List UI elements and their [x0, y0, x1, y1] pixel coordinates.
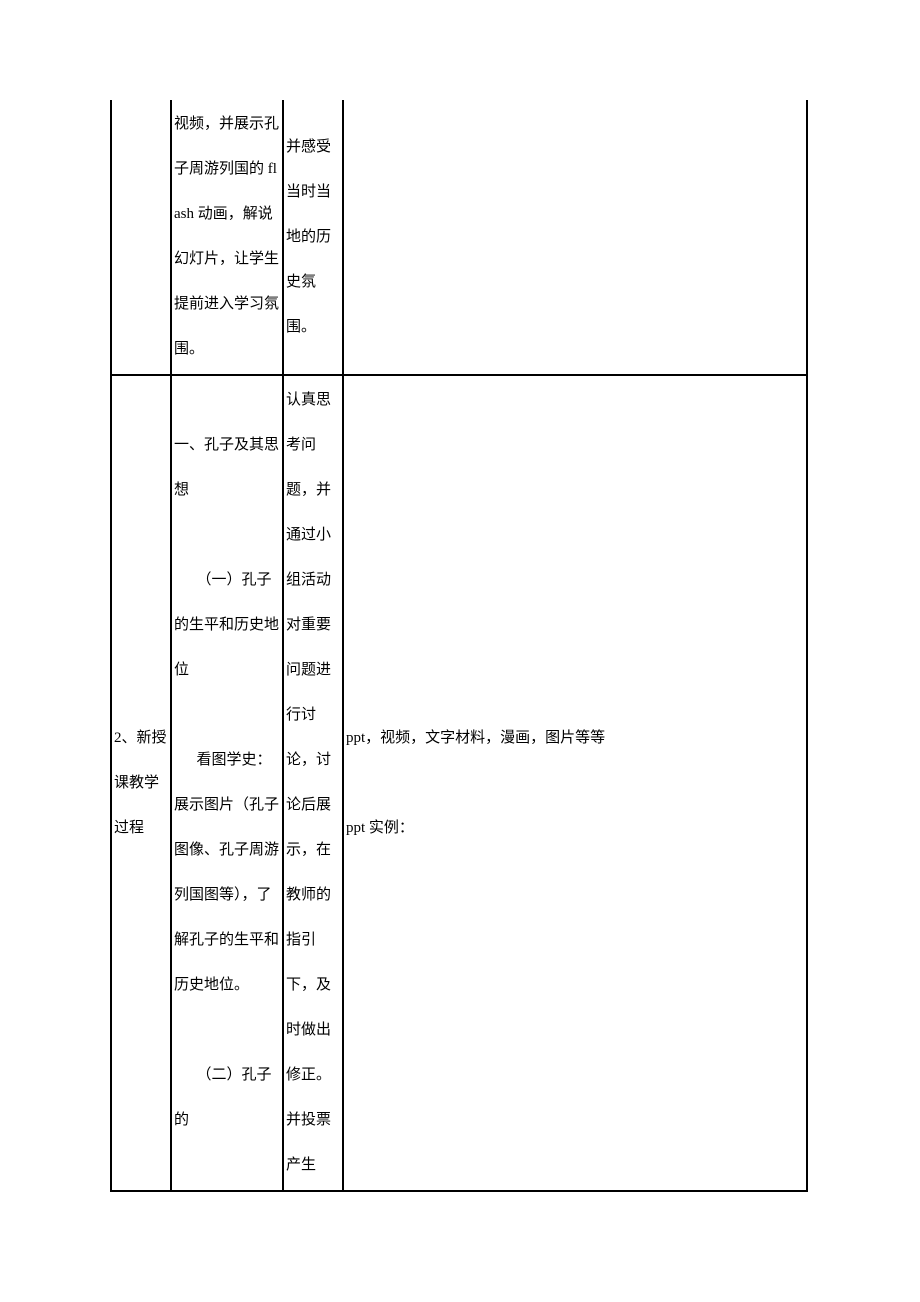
text: 认真思考问题，并通过小组活动对重要问题进行讨论，讨论后展示，在教师的指引下，及时…: [286, 378, 340, 1188]
subheading: （二）孔子的: [174, 1053, 280, 1143]
text: 并感受当时当地的历史氛围。: [286, 125, 340, 350]
text: 视频，并展示孔子周游列国的 flash 动画，解说幻灯片，让学生提前进入学习氛围…: [174, 102, 280, 372]
text: ppt 实例：: [346, 806, 804, 851]
cell-media: [343, 100, 807, 375]
cell-teacher-activity: 视频，并展示孔子周游列国的 flash 动画，解说幻灯片，让学生提前进入学习氛围…: [171, 100, 283, 375]
cell-media: ppt，视频，文字材料，漫画，图片等等 ppt 实例：: [343, 375, 807, 1191]
table-row: 视频，并展示孔子周游列国的 flash 动画，解说幻灯片，让学生提前进入学习氛围…: [111, 100, 807, 375]
lesson-plan-table: 视频，并展示孔子周游列国的 flash 动画，解说幻灯片，让学生提前进入学习氛围…: [110, 100, 808, 1192]
table-row: 2、新授课教学过程 一、孔子及其思想 （一）孔子的生平和历史地位 看图学史：展示…: [111, 375, 807, 1191]
cell-student-activity: 认真思考问题，并通过小组活动对重要问题进行讨论，讨论后展示，在教师的指引下，及时…: [283, 375, 343, 1191]
page: 视频，并展示孔子周游列国的 flash 动画，解说幻灯片，让学生提前进入学习氛围…: [0, 0, 920, 1302]
cell-stage: 2、新授课教学过程: [111, 375, 171, 1191]
cell-student-activity: 并感受当时当地的历史氛围。: [283, 100, 343, 375]
text: ppt，视频，文字材料，漫画，图片等等: [346, 716, 804, 761]
body-text: 看图学史：展示图片（孔子图像、孔子周游列国图等），了解孔子的生平和历史地位。: [174, 738, 280, 1008]
heading: 一、孔子及其思想: [174, 423, 280, 513]
subheading: （一）孔子的生平和历史地位: [174, 558, 280, 693]
cell-stage: [111, 100, 171, 375]
text: 2、新授课教学过程: [114, 716, 168, 851]
cell-teacher-activity: 一、孔子及其思想 （一）孔子的生平和历史地位 看图学史：展示图片（孔子图像、孔子…: [171, 375, 283, 1191]
